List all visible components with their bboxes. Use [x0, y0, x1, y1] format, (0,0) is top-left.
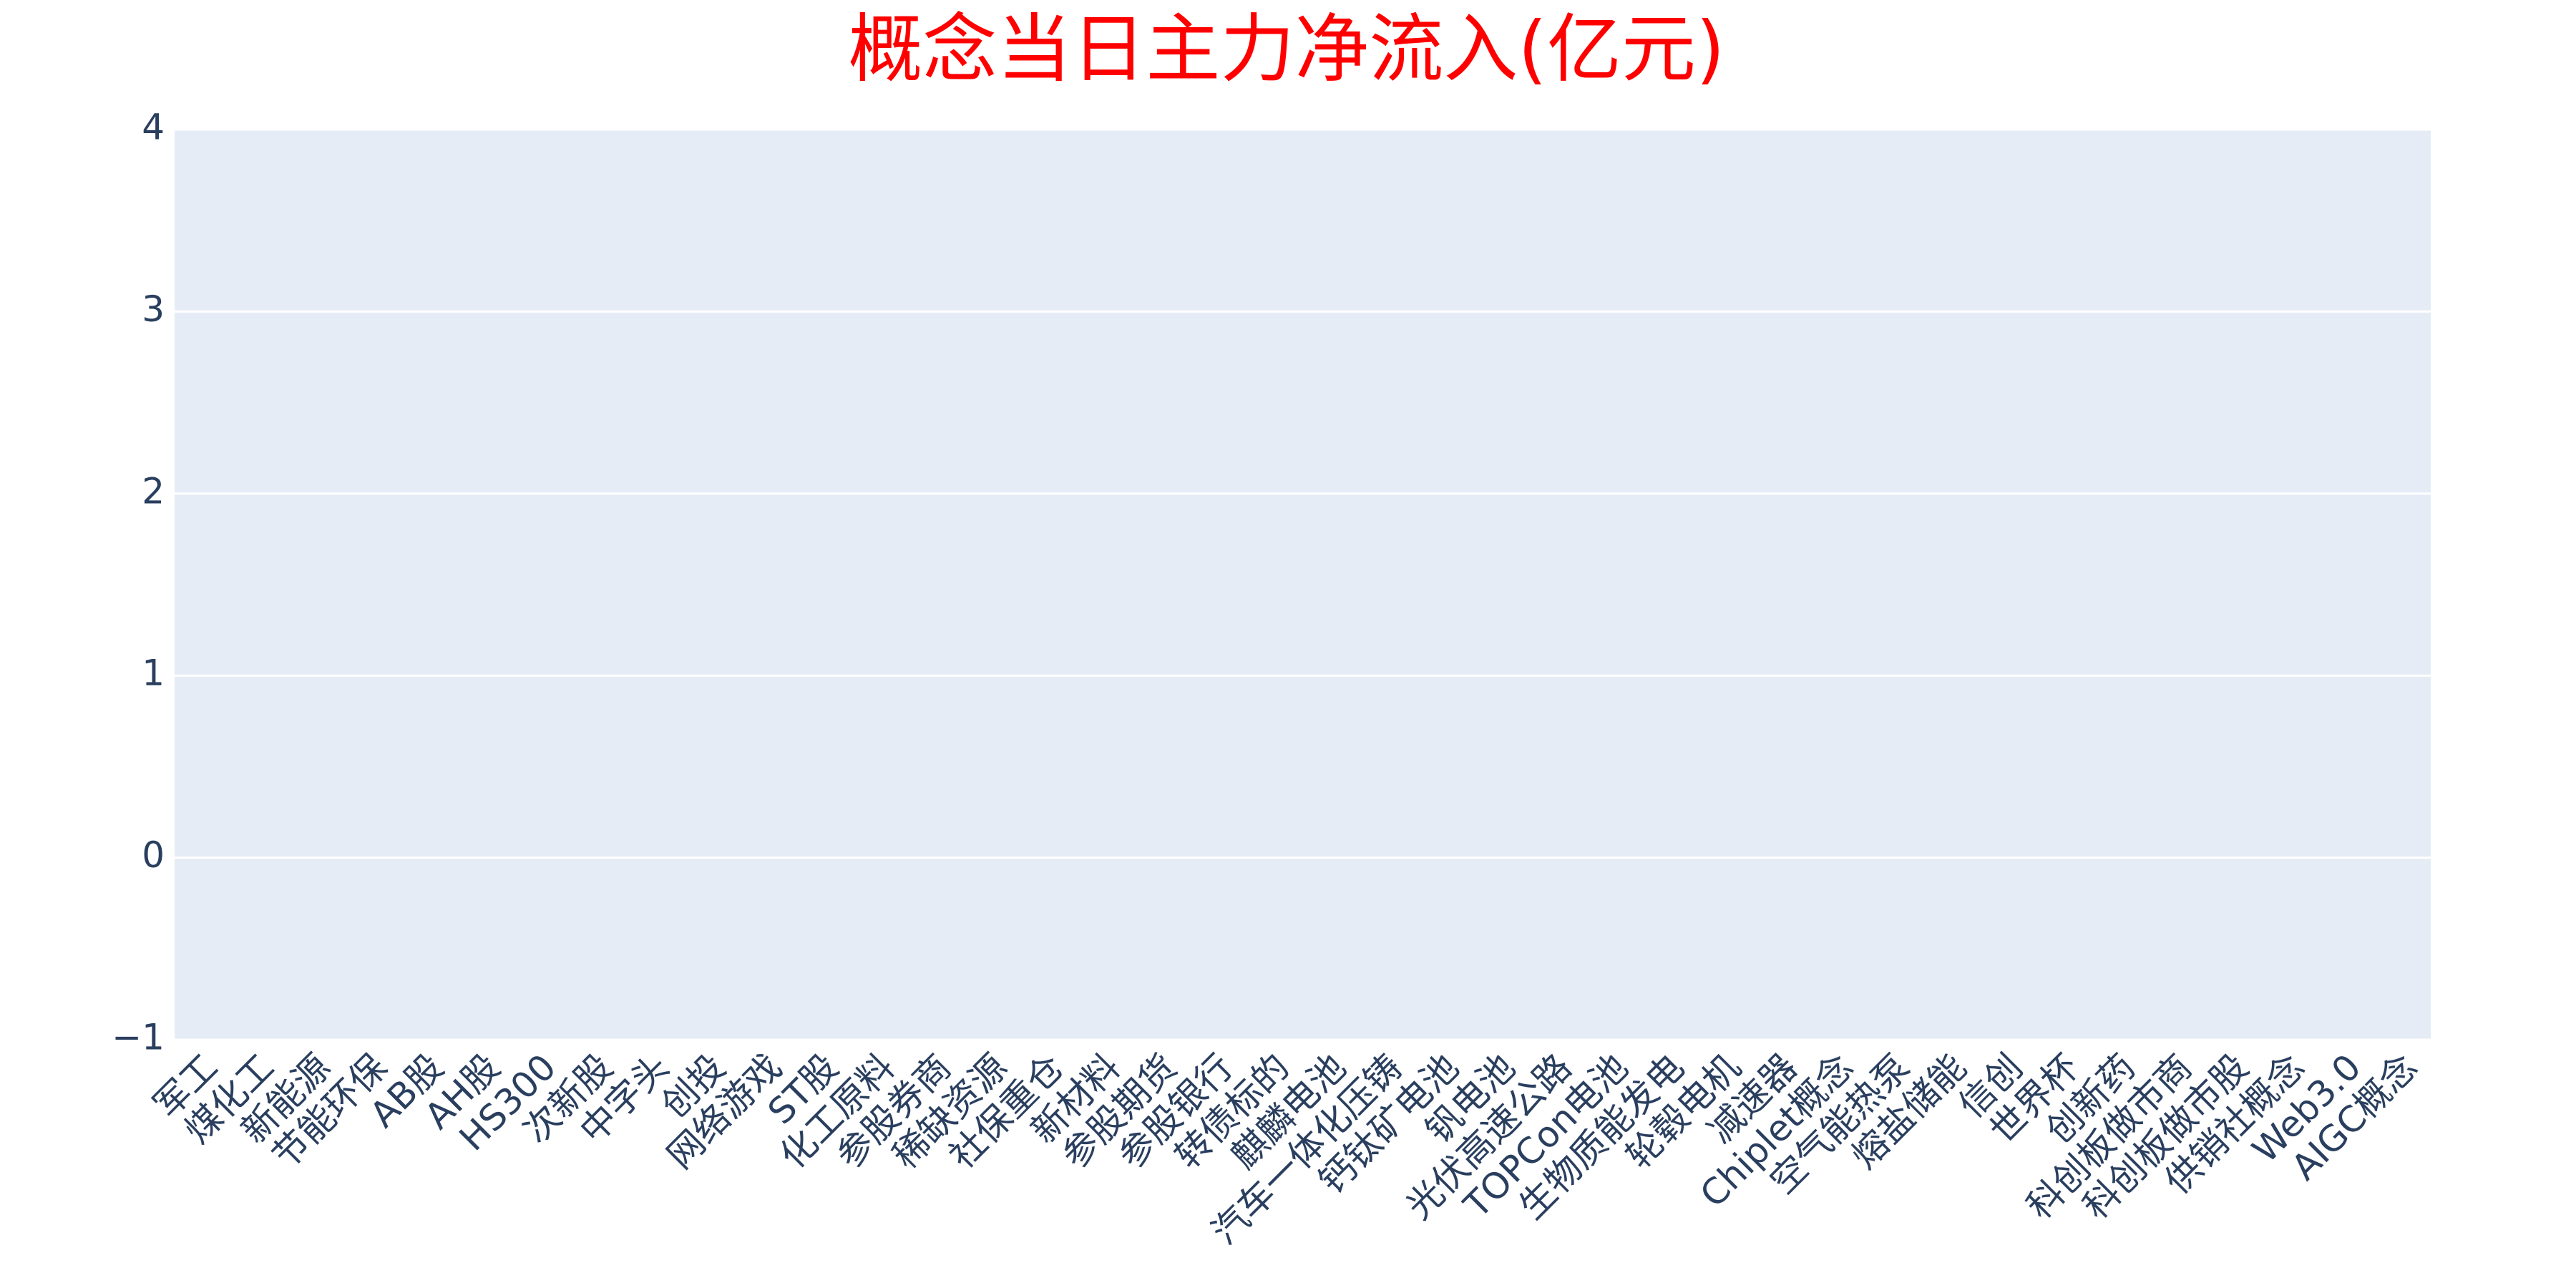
y-tick-label: −1: [112, 1017, 165, 1058]
y-tick-label: 3: [142, 288, 165, 330]
y-tick-label: 0: [142, 834, 165, 876]
chart-title: 概念当日主力净流入(亿元): [848, 5, 1724, 92]
y-tick-label: 1: [142, 653, 165, 694]
y-tick-label: 4: [142, 107, 165, 148]
plot-area: [175, 130, 2431, 1040]
y-tick-label: 2: [142, 470, 165, 512]
